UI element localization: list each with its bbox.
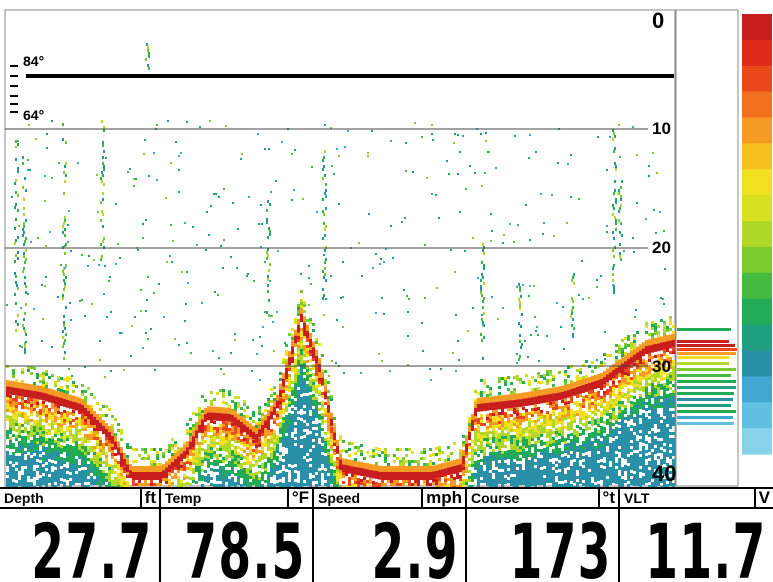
readout-speed: Speed mph 2.9 [314,489,467,582]
readout-depth: Depth ft 27.7 [0,489,161,582]
depth-label-20: 20 [652,238,671,257]
temp-scale-ticks [10,65,18,113]
readout-voltage: VLT V 11.7 [620,489,773,582]
readout-voltage-label: VLT [624,490,650,506]
depth-label-40: 40 [652,461,677,486]
readout-voltage-value: 11.7 [645,507,767,582]
digital-readout-bar: Depth ft 27.7 Temp °F 78.5 Speed mph 2.9… [0,487,773,582]
readout-speed-label: Speed [318,490,361,506]
sonar-returns [6,43,675,487]
readout-temp-label: Temp [165,490,202,506]
readout-voltage-unit: V [753,489,773,507]
readout-course-label: Course [471,490,520,506]
temp-label-low: 64° [23,107,45,123]
readout-temp: Temp °F 78.5 [161,489,314,582]
readout-course: Course °t 173 [467,489,620,582]
sonar-view: 0 10 20 30 40 84° 64° [4,8,772,487]
readout-course-unit: °t [597,489,618,507]
readout-temp-value: 78.5 [184,507,306,582]
readout-course-value: 173 [509,507,612,582]
depth-label-10: 10 [652,119,671,138]
readout-speed-unit: mph [421,489,465,507]
readout-depth-unit: ft [139,489,159,507]
readout-depth-value: 27.7 [31,507,153,582]
readout-temp-unit: °F [286,489,312,507]
sonar-history-canvas [4,9,772,487]
a-scope-returns [677,328,737,425]
color-palette-bar [742,14,772,455]
depth-label-30: 30 [652,357,671,376]
readout-depth-label: Depth [4,490,44,506]
temp-label-high: 84° [23,53,45,69]
a-scope-panel [675,9,739,487]
depth-label-0: 0 [652,8,665,33]
readout-speed-value: 2.9 [371,507,459,582]
